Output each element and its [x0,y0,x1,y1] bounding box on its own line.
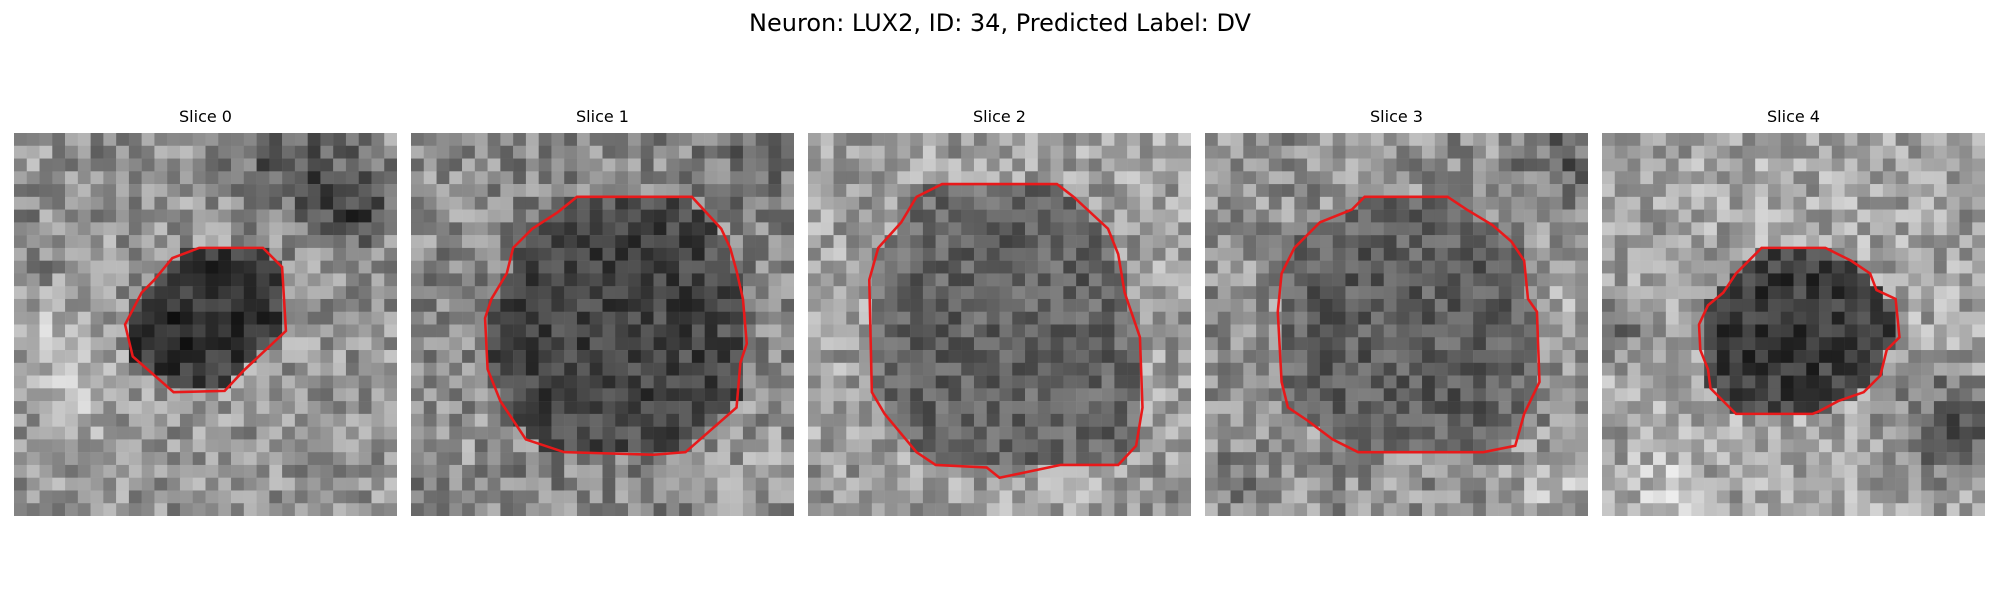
panel-title: Slice 1 [576,107,629,126]
pixel-grid [1602,133,1985,516]
neuron-contour [123,246,288,394]
slice-image [411,133,794,516]
slice-image [808,133,1191,516]
panel-slice-1: Slice 1 [411,106,794,516]
panel-title: Slice 0 [179,107,232,126]
panel-slice-2: Slice 2 [808,106,1191,516]
neuron-contour [1697,246,1901,416]
panel-slice-0: Slice 0 [14,106,397,516]
panel-slice-3: Slice 3 [1205,106,1588,516]
neuron-contour [483,195,749,456]
panel-slice-4: Slice 4 [1602,106,1985,516]
pixel-grid [14,133,397,516]
pixel-grid [1205,133,1588,516]
pixel-grid [808,133,1191,516]
panel-title: Slice 2 [973,107,1026,126]
neuron-contour [1276,195,1541,454]
neuron-contour [867,182,1144,480]
figure-title: Neuron: LUX2, ID: 34, Predicted Label: D… [749,9,1251,37]
slice-image [1205,133,1588,516]
slice-image [14,133,397,516]
pixel-grid [411,133,794,516]
slice-image [1602,133,1985,516]
panel-title: Slice 4 [1767,107,1820,126]
panel-title: Slice 3 [1370,107,1423,126]
